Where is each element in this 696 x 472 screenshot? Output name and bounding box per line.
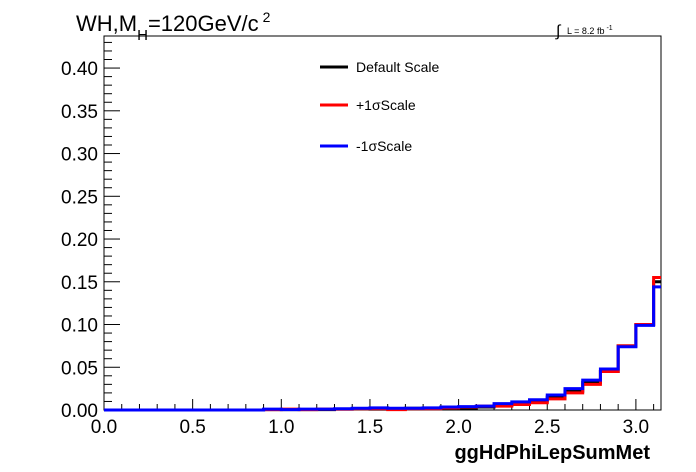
y-tick-label: 0.00 [61, 401, 98, 422]
series-group [104, 276, 661, 412]
legend: Default Scale +1σScale -1σScale [320, 59, 439, 154]
x-tick-label: 2.0 [445, 417, 471, 438]
x-tick-label: 2.5 [534, 417, 560, 438]
series-minus1sigma-scale [104, 285, 661, 412]
x-axis-label: ggHdPhiLepSumMet [454, 442, 650, 464]
x-tick-label: 0.5 [179, 417, 205, 438]
y-tick-label: 0.05 [61, 358, 98, 379]
y-tick-label: 0.10 [61, 316, 98, 337]
y-tick-label: 0.40 [61, 59, 98, 80]
y-tick-label: 0.30 [61, 145, 98, 166]
y-tick-label: 0.20 [61, 230, 98, 251]
integral-symbol: ∫ [555, 23, 562, 40]
x-tick-label: 1.0 [268, 417, 294, 438]
lumi-label: L = 8.2 fb -1 [567, 25, 613, 36]
axes: 0.0 0.5 1.0 1.5 2.0 2.5 3.0 0.00 0.05 0.10 0.15 0.2… [61, 35, 662, 438]
legend-label-minus1sigma: -1σScale [356, 138, 412, 154]
x-tick-label: 1.5 [357, 417, 383, 438]
x-tick-label: 3.0 [623, 417, 649, 438]
y-tick-label: 0.15 [61, 273, 98, 294]
y-tick-label: 0.35 [61, 102, 98, 123]
x-tick-label: 0.0 [91, 417, 117, 438]
legend-label-plus1sigma: +1σScale [356, 97, 416, 113]
y-tick-label: 0.25 [61, 187, 98, 208]
legend-label-default: Default Scale [356, 59, 439, 75]
